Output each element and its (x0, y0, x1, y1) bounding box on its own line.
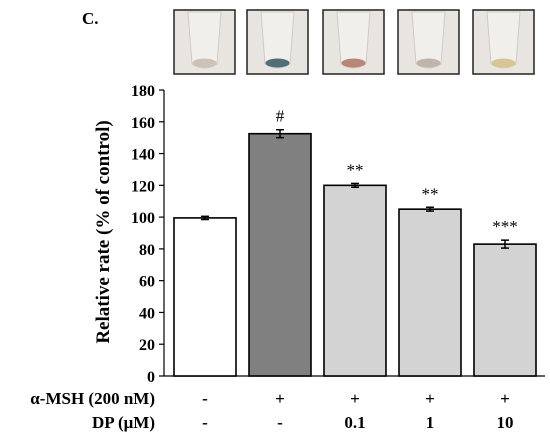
y-tick-label: 160 (131, 115, 155, 132)
treatment-value: + (350, 389, 360, 408)
tube-image-dp-1 (397, 9, 460, 75)
treatment-value: 0.1 (344, 413, 365, 432)
panel-label: C. (82, 9, 99, 28)
tube-image-dp-0.1 (322, 9, 385, 75)
y-tick-label: 0 (147, 369, 155, 386)
y-tick-label: 80 (139, 242, 155, 259)
y-tick-label: 140 (131, 147, 155, 164)
tube-pellet (491, 58, 516, 68)
treatment-value: - (202, 413, 208, 432)
significance-mark: ** (422, 184, 439, 203)
tube-body (411, 11, 446, 69)
tube-image-control (173, 9, 236, 75)
tube-image-dp-10 (472, 9, 535, 75)
y-tick-label: 40 (139, 305, 155, 322)
y-tick-label: 20 (139, 337, 155, 354)
bar (173, 217, 237, 377)
treatment-value: + (275, 389, 285, 408)
y-tick-label: 180 (131, 83, 155, 100)
y-tick-label: 100 (131, 210, 155, 227)
bar (248, 132, 312, 377)
bar (473, 243, 537, 377)
significance-mark: # (276, 107, 285, 126)
tube-body (260, 11, 295, 69)
tube-body (187, 11, 222, 69)
treatment-value: + (425, 389, 435, 408)
treatment-row-label: DP (μM) (92, 413, 155, 432)
tube-pellet (265, 58, 290, 68)
bar (323, 184, 387, 377)
tube-pellet (341, 58, 366, 68)
tube-images (173, 9, 535, 75)
significance-mark: ** (347, 160, 364, 179)
tube-pellet (416, 58, 441, 68)
tube-image-amsh (246, 9, 309, 75)
y-axis-label: Relative rate (% of control) (93, 120, 114, 343)
y-tick-label: 60 (139, 274, 155, 291)
y-tick-label: 120 (131, 178, 155, 195)
treatment-value: 1 (426, 413, 435, 432)
tube-pellet (192, 58, 217, 68)
treatment-table: α-MSH (200 nM) - + + + + DP (μM) - - 0.1 1 10 (30, 389, 513, 432)
tube-body (486, 11, 521, 69)
treatment-value: 10 (497, 413, 514, 432)
bar (398, 208, 462, 377)
treatment-value: + (500, 389, 510, 408)
treatment-value: - (277, 413, 283, 432)
bars: #******* (173, 107, 537, 377)
treatment-value: - (202, 389, 208, 408)
treatment-row-label: α-MSH (200 nM) (30, 389, 155, 408)
significance-mark: *** (492, 217, 518, 236)
tube-body (336, 11, 371, 69)
